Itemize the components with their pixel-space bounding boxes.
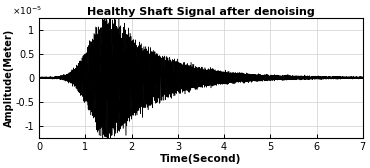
Title: Healthy Shaft Signal after denoising: Healthy Shaft Signal after denoising xyxy=(87,7,315,17)
X-axis label: Time(Second): Time(Second) xyxy=(160,154,242,164)
Text: $\times 10^{-5}$: $\times 10^{-5}$ xyxy=(12,4,42,17)
Y-axis label: Amplitude(Meter): Amplitude(Meter) xyxy=(4,29,14,127)
